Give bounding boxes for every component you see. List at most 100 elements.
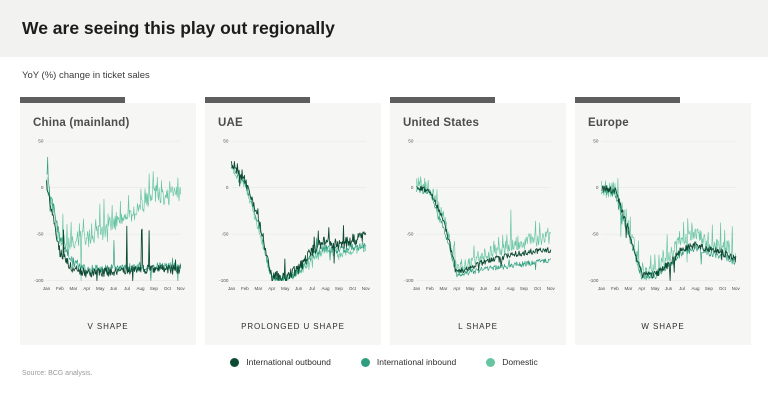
svg-text:-100: -100 — [219, 278, 229, 283]
region-title: China (mainland) — [33, 117, 130, 129]
svg-text:Jan: Jan — [598, 286, 606, 291]
svg-text:50: 50 — [593, 139, 599, 144]
svg-text:0: 0 — [596, 185, 599, 190]
region-title: UAE — [218, 117, 243, 129]
panel-body: UAE 50 0 -50 -100 Jan Feb Mar Apr May Jun Jul Aug Se… — [205, 103, 381, 345]
panel-uae: UAE 50 0 -50 -100 Jan Feb Mar Apr May Jun Jul Aug Se… — [205, 97, 381, 345]
svg-text:Oct: Oct — [534, 286, 542, 291]
svg-text:-100: -100 — [404, 278, 414, 283]
line-chart-united-states: 50 0 -50 -100 Jan Feb Mar Apr May Jun Jul Aug Sep Oct… — [404, 139, 556, 291]
svg-text:-50: -50 — [592, 232, 599, 237]
svg-text:-50: -50 — [222, 232, 229, 237]
shape-label: PROLONGED U SHAPE — [241, 322, 345, 331]
svg-text:Apr: Apr — [453, 286, 461, 291]
shape-label: W SHAPE — [641, 322, 685, 331]
svg-text:-100: -100 — [589, 278, 599, 283]
shape-label: L SHAPE — [458, 322, 498, 331]
panel-europe: Europe 50 0 -50 -100 Jan Feb Mar Apr May Jun Jul Au… — [575, 97, 751, 345]
svg-text:Jul: Jul — [309, 286, 315, 291]
svg-text:Sep: Sep — [335, 286, 344, 291]
svg-text:Sep: Sep — [520, 286, 529, 291]
svg-text:Feb: Feb — [426, 286, 434, 291]
svg-text:0: 0 — [41, 185, 44, 190]
svg-text:Oct: Oct — [164, 286, 172, 291]
svg-text:May: May — [651, 286, 660, 291]
svg-text:Feb: Feb — [241, 286, 249, 291]
region-title: United States — [403, 117, 480, 129]
region-panels: China (mainland) 50 0 -50 -100 Jan Feb Mar Apr M… — [20, 97, 751, 345]
svg-text:Mar: Mar — [624, 286, 632, 291]
svg-text:May: May — [466, 286, 475, 291]
svg-text:Aug: Aug — [136, 286, 145, 291]
chart-subtitle: YoY (%) change in ticket sales — [22, 70, 150, 81]
svg-text:-50: -50 — [37, 232, 44, 237]
panel-accent-bar — [205, 97, 310, 103]
svg-text:-100: -100 — [34, 278, 44, 283]
svg-text:Apr: Apr — [638, 286, 646, 291]
legend-label: Domestic — [502, 357, 538, 367]
panel-body: China (mainland) 50 0 -50 -100 Jan Feb Mar Apr M… — [20, 103, 196, 345]
svg-text:Jun: Jun — [665, 286, 673, 291]
legend-item-domestic: Domestic — [486, 357, 538, 367]
svg-text:Nov: Nov — [547, 286, 556, 291]
svg-text:Sep: Sep — [150, 286, 159, 291]
svg-text:Jun: Jun — [110, 286, 118, 291]
svg-text:Nov: Nov — [177, 286, 186, 291]
legend-item-international-inbound: International inbound — [360, 357, 457, 367]
source-note: Source: BCG analysis. — [22, 370, 93, 377]
svg-text:Nov: Nov — [362, 286, 371, 291]
svg-text:0: 0 — [411, 185, 414, 190]
svg-text:Jun: Jun — [480, 286, 488, 291]
svg-text:Mar: Mar — [254, 286, 262, 291]
line-chart-china: 50 0 -50 -100 Jan Feb Mar Apr May Jun Jul Aug Sep Oct… — [34, 139, 186, 291]
svg-text:May: May — [96, 286, 105, 291]
line-chart-uae: 50 0 -50 -100 Jan Feb Mar Apr May Jun Jul Aug Sep Oct… — [219, 139, 371, 291]
svg-text:Aug: Aug — [506, 286, 515, 291]
svg-text:Apr: Apr — [83, 286, 91, 291]
svg-text:Oct: Oct — [719, 286, 727, 291]
svg-text:50: 50 — [408, 139, 414, 144]
svg-text:Feb: Feb — [56, 286, 64, 291]
svg-text:Mar: Mar — [439, 286, 447, 291]
legend-dot-icon — [486, 357, 496, 367]
legend-item-international-outbound: International outbound — [230, 357, 331, 367]
svg-text:-50: -50 — [407, 232, 414, 237]
svg-text:Jan: Jan — [228, 286, 236, 291]
svg-text:Aug: Aug — [321, 286, 330, 291]
shape-label: V SHAPE — [87, 322, 129, 331]
panel-accent-bar — [20, 97, 125, 103]
svg-text:50: 50 — [38, 139, 44, 144]
svg-text:0: 0 — [226, 185, 229, 190]
panel-accent-bar — [390, 97, 495, 103]
header-band: We are seeing this play out regionally — [0, 0, 768, 57]
panel-united-states: United States 50 0 -50 -100 Jan Feb Mar Apr May J… — [390, 97, 566, 345]
svg-text:Jul: Jul — [494, 286, 500, 291]
page-title: We are seeing this play out regionally — [22, 18, 335, 38]
svg-text:Jun: Jun — [295, 286, 303, 291]
svg-text:Mar: Mar — [69, 286, 77, 291]
panel-body: United States 50 0 -50 -100 Jan Feb Mar Apr May J… — [390, 103, 566, 345]
svg-text:Sep: Sep — [705, 286, 714, 291]
svg-text:Jul: Jul — [679, 286, 685, 291]
svg-text:Jan: Jan — [413, 286, 421, 291]
panel-accent-bar — [575, 97, 680, 103]
line-chart-europe: 50 0 -50 -100 Jan Feb Mar Apr May Jun Jul Aug Sep Oct… — [589, 139, 741, 291]
svg-text:Jan: Jan — [43, 286, 51, 291]
legend-dot-icon — [230, 357, 240, 367]
svg-text:Feb: Feb — [611, 286, 619, 291]
svg-text:Apr: Apr — [268, 286, 276, 291]
legend: International outbound International inb… — [0, 357, 768, 367]
panel-china: China (mainland) 50 0 -50 -100 Jan Feb Mar Apr M… — [20, 97, 196, 345]
svg-text:May: May — [281, 286, 290, 291]
panel-body: Europe 50 0 -50 -100 Jan Feb Mar Apr May Jun Jul Au… — [575, 103, 751, 345]
svg-text:50: 50 — [223, 139, 229, 144]
legend-label: International inbound — [376, 357, 457, 367]
svg-text:Jul: Jul — [124, 286, 130, 291]
svg-text:Nov: Nov — [732, 286, 741, 291]
svg-text:Oct: Oct — [349, 286, 357, 291]
svg-text:Aug: Aug — [691, 286, 700, 291]
region-title: Europe — [588, 117, 629, 129]
legend-dot-icon — [360, 357, 370, 367]
legend-label: International outbound — [246, 357, 331, 367]
